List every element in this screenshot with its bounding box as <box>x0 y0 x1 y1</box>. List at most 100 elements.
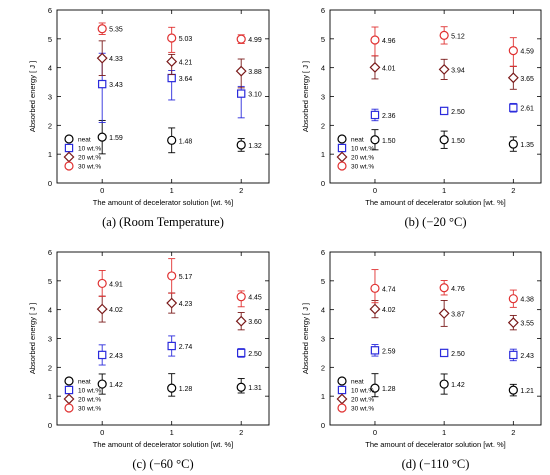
x-tick-label: 0 <box>100 186 104 195</box>
panel-b: 0 1 2 3 4 5 6 0 1 2 The amount of decelerator solu… <box>301 6 542 229</box>
series-2: 4.02 3.87 3.55 <box>369 299 534 331</box>
legend: neat 10 wt.% 20 wt.% 30 wt.% <box>336 376 374 413</box>
legend-label: neat <box>351 379 364 386</box>
data-label: 3.55 <box>520 321 534 328</box>
legend-label: 20 wt.% <box>351 155 374 162</box>
x-axis-label: The amount of decelerator solution [wt. … <box>93 198 234 207</box>
legend-marker <box>336 151 348 163</box>
series-3: 4.91 5.17 4.45 <box>97 258 262 308</box>
x-tick-label: 1 <box>170 428 174 437</box>
y-tick-label: 5 <box>321 35 325 44</box>
legend-label: 10 wt.% <box>78 146 101 153</box>
legend: neat 10 wt.% 20 wt.% 30 wt.% <box>336 134 374 171</box>
panel-a: 0 1 2 3 4 5 6 0 1 2 The amount of decelerator solu… <box>28 6 270 229</box>
data-label: 1.42 <box>109 382 123 389</box>
data-label: 5.03 <box>179 36 193 43</box>
data-label: 5.35 <box>109 27 123 34</box>
data-point <box>439 379 449 389</box>
legend-marker <box>337 161 347 171</box>
data-label: 3.10 <box>248 92 262 99</box>
data-label: 1.21 <box>520 388 534 395</box>
data-label: 2.50 <box>451 351 465 358</box>
y-axis-label: Absorbed energy [ J ] <box>301 61 310 132</box>
data-point <box>167 271 177 281</box>
panel-caption: (c) (−60 °C) <box>132 457 193 471</box>
series-3: 4.96 5.12 4.59 <box>370 26 534 67</box>
data-label: 2.50 <box>248 351 262 358</box>
y-tick-label: 3 <box>48 335 52 344</box>
data-point <box>236 140 246 150</box>
x-tick-label: 2 <box>239 428 243 437</box>
y-tick-label: 5 <box>321 277 325 286</box>
data-label: 4.01 <box>382 65 396 72</box>
data-point <box>439 30 449 40</box>
y-tick-label: 1 <box>48 392 52 401</box>
panel-d: 0 1 2 3 4 5 6 0 1 2 The amount of decelerator solu… <box>301 248 542 471</box>
legend-label: 10 wt.% <box>78 388 101 395</box>
legend-marker <box>64 143 74 153</box>
data-label: 4.76 <box>451 286 465 293</box>
y-tick-label: 3 <box>321 335 325 344</box>
data-label: 1.50 <box>451 138 465 145</box>
y-axis-label: Absorbed energy [ J ] <box>28 61 37 132</box>
legend-marker <box>337 143 347 153</box>
legend-marker <box>63 151 75 163</box>
data-point <box>236 292 246 302</box>
data-point <box>236 382 246 392</box>
series-1: 2.36 2.50 2.61 <box>370 102 534 122</box>
data-label: 1.32 <box>248 143 262 150</box>
y-tick-label: 3 <box>321 93 325 102</box>
data-point <box>97 379 107 389</box>
data-label: 3.87 <box>451 311 465 318</box>
data-label: 4.74 <box>382 286 396 293</box>
legend-marker <box>64 403 74 413</box>
data-point <box>97 132 107 142</box>
data-point <box>508 46 518 56</box>
data-point <box>167 341 176 351</box>
y-tick-label: 5 <box>48 35 52 44</box>
series-0: 1.59 1.48 1.32 <box>97 119 262 155</box>
data-label: 2.43 <box>109 353 123 360</box>
y-tick-label: 4 <box>48 64 52 73</box>
data-label: 2.50 <box>451 109 465 116</box>
data-point <box>369 61 381 73</box>
data-point <box>96 52 108 64</box>
data-point <box>166 297 178 309</box>
data-label: 2.61 <box>520 106 534 113</box>
legend-label: 20 wt.% <box>78 397 101 404</box>
data-point <box>167 135 177 145</box>
x-tick-label: 1 <box>170 186 174 195</box>
data-point <box>235 315 247 327</box>
data-point <box>439 348 449 358</box>
legend-marker <box>64 161 74 171</box>
data-label: 1.28 <box>179 386 193 393</box>
legend-label: 30 wt.% <box>351 406 374 413</box>
data-label: 3.65 <box>520 76 534 83</box>
series-1: 2.43 2.74 2.50 <box>97 335 262 366</box>
y-axis-label: Absorbed energy [ J ] <box>301 303 310 374</box>
legend-label: 30 wt.% <box>78 164 101 171</box>
data-point <box>507 72 519 84</box>
data-label: 3.94 <box>451 67 465 74</box>
y-tick-label: 0 <box>321 179 325 188</box>
data-point <box>166 56 178 68</box>
y-tick-label: 0 <box>321 421 325 430</box>
data-label: 4.02 <box>109 307 123 314</box>
y-tick-label: 0 <box>48 421 52 430</box>
data-point <box>370 283 380 293</box>
legend-marker <box>337 385 347 395</box>
data-label: 4.38 <box>520 297 534 304</box>
data-point <box>509 350 518 360</box>
y-tick-label: 1 <box>321 150 325 159</box>
data-label: 4.45 <box>248 295 262 302</box>
y-tick-label: 2 <box>321 363 325 372</box>
series-2: 4.02 4.23 3.60 <box>96 292 262 331</box>
series-3: 5.35 5.03 4.99 <box>97 22 262 53</box>
data-point <box>236 34 246 44</box>
y-tick-label: 6 <box>321 6 325 15</box>
data-label: 4.96 <box>382 38 396 45</box>
panel-c: 0 1 2 3 4 5 6 0 1 2 The amount of decelerator solu… <box>28 248 270 471</box>
y-tick-label: 0 <box>48 179 52 188</box>
data-point <box>167 33 177 43</box>
